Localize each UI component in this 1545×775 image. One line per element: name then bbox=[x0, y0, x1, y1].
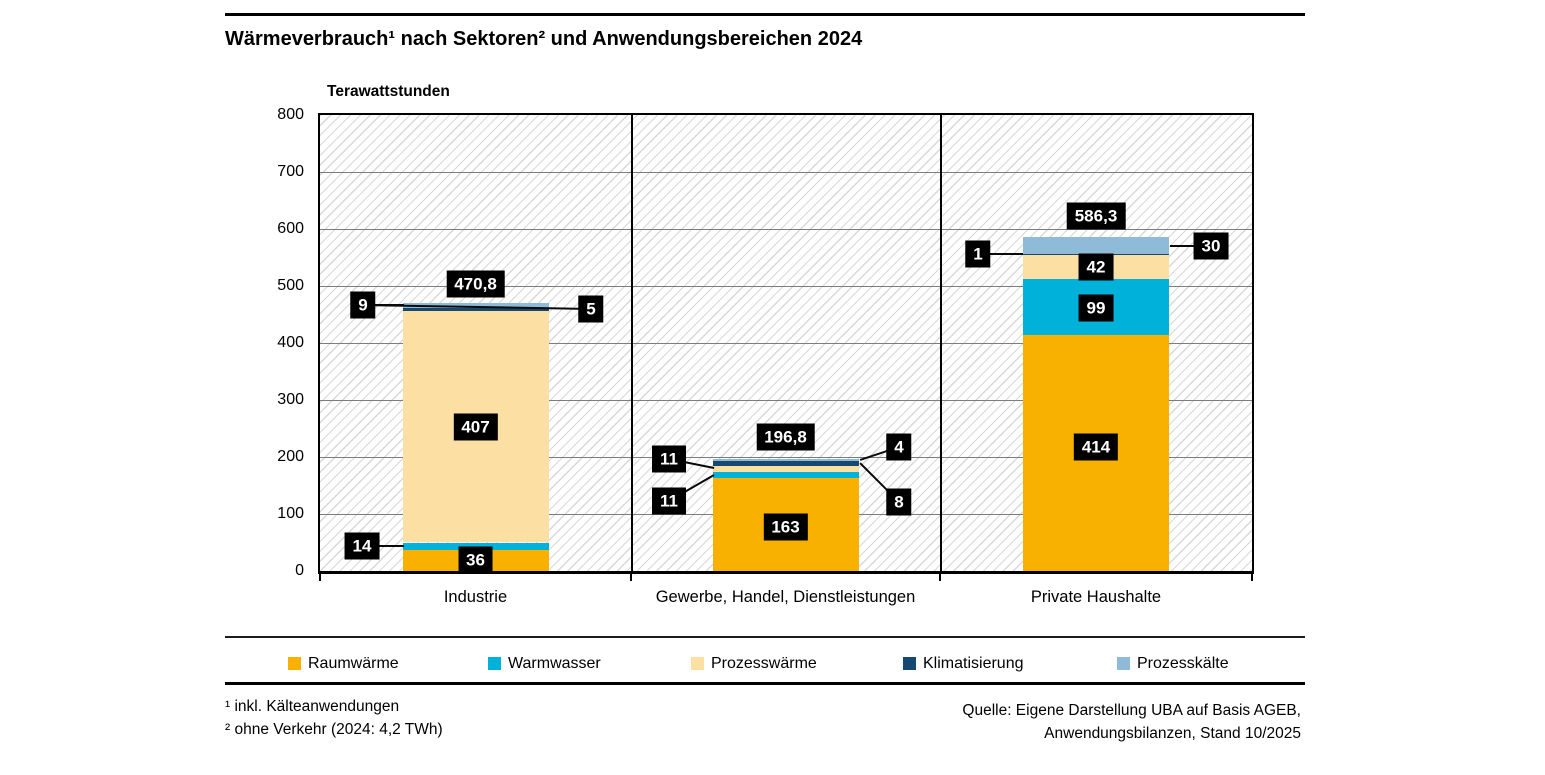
bar-segment-klimatisierung bbox=[402, 307, 549, 311]
total-label: 586,3 bbox=[1066, 202, 1126, 230]
source-line-1: Quelle: Eigene Darstellung UBA auf Basis… bbox=[962, 702, 1301, 719]
bar-segment-prozesskaelte bbox=[1023, 236, 1169, 255]
value-label-prozesskaelte: 9 bbox=[350, 291, 376, 319]
value-label-raumwaerme: 163 bbox=[763, 513, 808, 541]
legend-swatch bbox=[488, 657, 501, 670]
leader-line bbox=[978, 253, 1023, 255]
footnote-1: ¹ inkl. Kälteanwendungen bbox=[225, 698, 400, 715]
legend-swatch bbox=[903, 657, 916, 670]
category-label-industrie: Industrie bbox=[443, 588, 508, 606]
legend-swatch bbox=[1117, 657, 1130, 670]
legend-rule-bottom bbox=[225, 682, 1305, 685]
gridline bbox=[320, 172, 1252, 173]
value-label-prozesswaerme: 42 bbox=[1078, 253, 1114, 281]
legend-item-klimatisierung: Klimatisierung bbox=[903, 655, 1023, 673]
page-title: Wärmeverbrauch¹ nach Sektoren² und Anwen… bbox=[225, 28, 863, 50]
plot-area: 36 14 407 5 9 163 11 11 8 4 414 99 42 1 30 470,8 196,8 58… bbox=[318, 113, 1254, 574]
legend-label: Warmwasser bbox=[508, 655, 601, 672]
y-tick-label: 600 bbox=[277, 220, 304, 237]
legend-label: Prozesswärme bbox=[711, 655, 817, 672]
value-label-prozesskaelte: 4 bbox=[886, 433, 912, 461]
source-line-2: Anwendungsbilanzen, Stand 10/2025 bbox=[1044, 725, 1301, 742]
panel-divider bbox=[631, 115, 633, 571]
category-label-gewerbe-handel-dienstleistungen: Gewerbe, Handel, Dienstleistungen bbox=[655, 588, 916, 606]
legend-swatch bbox=[288, 657, 301, 670]
panel-divider bbox=[940, 115, 942, 571]
legend-item-raumwaerme: Raumwärme bbox=[288, 655, 399, 673]
total-label: 196,8 bbox=[756, 423, 815, 451]
value-label-raumwaerme: 36 bbox=[458, 546, 493, 574]
gridline bbox=[320, 229, 1252, 230]
legend-swatch bbox=[691, 657, 704, 670]
axis-tick bbox=[939, 573, 941, 581]
value-label-prozesskaelte: 30 bbox=[1193, 232, 1229, 260]
category-label-private-haushalte: Private Haushalte bbox=[1030, 588, 1162, 606]
y-tick-label: 500 bbox=[277, 277, 304, 294]
value-label-klimatisierung: 8 bbox=[886, 488, 912, 516]
gridline bbox=[320, 457, 1252, 458]
value-label-klimatisierung: 5 bbox=[578, 295, 604, 323]
value-label-warmwasser: 14 bbox=[344, 532, 380, 560]
value-label-warmwasser: 11 bbox=[652, 487, 686, 515]
legend-item-prozesskaelte: Prozesskälte bbox=[1117, 655, 1229, 673]
y-tick-label: 100 bbox=[277, 505, 304, 522]
legend-item-warmwasser: Warmwasser bbox=[488, 655, 601, 673]
legend-label: Prozesskälte bbox=[1137, 655, 1229, 672]
y-tick-label: 400 bbox=[277, 334, 304, 351]
bar-segment-prozesswaerme bbox=[712, 465, 859, 472]
gridline bbox=[320, 286, 1252, 287]
bar-segment-warmwasser bbox=[402, 542, 549, 551]
axis-tick bbox=[630, 573, 632, 581]
value-label-klimatisierung: 1 bbox=[965, 240, 991, 268]
gridline bbox=[320, 400, 1252, 401]
y-tick-label: 200 bbox=[277, 448, 304, 465]
value-label-prozesswaerme: 407 bbox=[453, 413, 498, 441]
value-label-prozesswaerme: 11 bbox=[652, 445, 686, 473]
y-tick-label: 300 bbox=[277, 391, 304, 408]
y-axis-title: Terawattstunden bbox=[327, 83, 450, 100]
legend-rule-top bbox=[225, 636, 1305, 638]
value-label-raumwaerme: 414 bbox=[1073, 433, 1119, 461]
axis-tick bbox=[1251, 573, 1253, 581]
value-label-warmwasser: 99 bbox=[1078, 294, 1114, 322]
y-tick-label: 0 bbox=[295, 562, 304, 579]
top-rule bbox=[225, 13, 1305, 16]
total-label: 470,8 bbox=[446, 270, 505, 298]
leader-line bbox=[363, 304, 404, 306]
y-tick-label: 700 bbox=[277, 163, 304, 180]
footnote-2: ² ohne Verkehr (2024: 4,2 TWh) bbox=[225, 721, 443, 738]
gridline bbox=[320, 343, 1252, 344]
bar-segment-klimatisierung bbox=[712, 460, 859, 466]
legend-label: Klimatisierung bbox=[923, 655, 1024, 672]
legend-label: Raumwärme bbox=[308, 655, 399, 672]
y-tick-label: 800 bbox=[277, 106, 304, 123]
bar-segment-prozesskaelte bbox=[712, 458, 859, 461]
legend-item-prozesswaerme: Prozesswärme bbox=[691, 655, 817, 673]
bar-segment-warmwasser bbox=[712, 471, 859, 479]
leader-line bbox=[362, 545, 404, 547]
axis-tick bbox=[319, 573, 321, 581]
